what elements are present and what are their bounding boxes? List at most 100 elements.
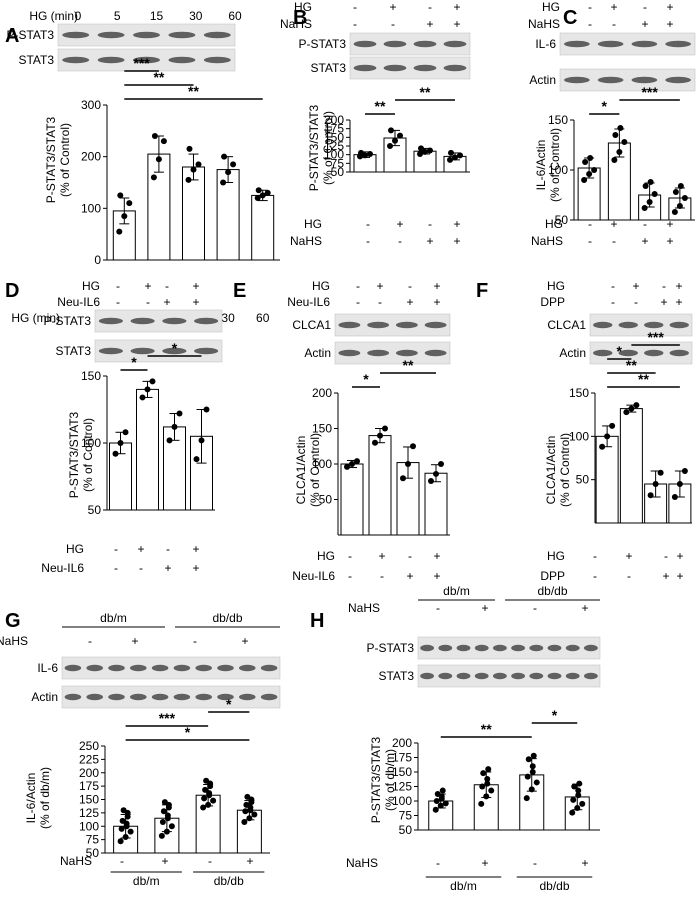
- data-point: [158, 832, 165, 839]
- sig-label: *: [185, 724, 191, 740]
- blot-header-label: NaHS: [0, 634, 28, 648]
- data-point: [599, 443, 606, 450]
- data-point: [198, 437, 205, 444]
- blot-band: [98, 317, 123, 325]
- blot-band: [62, 31, 90, 39]
- data-point: [418, 145, 424, 152]
- x-row-value: -: [166, 542, 170, 556]
- data-point: [439, 787, 446, 794]
- data-point: [427, 147, 433, 154]
- x-row-value: +: [192, 542, 199, 556]
- blot-strip: [334, 341, 451, 365]
- y-axis-label-line: (% of db/m): [383, 749, 397, 811]
- sig-label: **: [626, 357, 637, 373]
- blot-band: [383, 40, 407, 48]
- blot-band: [168, 56, 196, 64]
- blot-band: [203, 31, 231, 39]
- blot-label: Actin: [529, 73, 556, 87]
- data-point: [144, 386, 151, 393]
- blot-band: [492, 644, 507, 652]
- sig-label: **: [638, 371, 649, 387]
- blot-header-value: +: [660, 295, 667, 309]
- blot-band: [511, 644, 526, 652]
- group-label: db/db: [214, 874, 244, 888]
- data-point: [651, 191, 658, 197]
- y-axis-label: CLCA1/Actin(% of Control): [544, 433, 572, 507]
- blot-header-value: +: [144, 279, 151, 293]
- blot-band: [130, 317, 155, 325]
- blot-band: [644, 321, 664, 329]
- x-row-value: +: [666, 217, 673, 231]
- group-label: db/m: [450, 879, 477, 893]
- data-point: [244, 793, 251, 800]
- y-tick-label: 150: [548, 113, 568, 127]
- blot-band: [162, 347, 187, 355]
- data-point: [206, 790, 213, 797]
- data-point: [161, 799, 168, 806]
- blot-band: [130, 347, 155, 355]
- blot-band: [217, 693, 234, 701]
- data-point: [205, 801, 212, 808]
- data-point: [202, 786, 209, 793]
- x-row-value: +: [666, 234, 673, 248]
- y-axis-label-line: IL-6/Actin: [534, 140, 548, 191]
- data-point: [367, 150, 373, 157]
- data-point: [201, 795, 208, 802]
- blot-header-value: -: [165, 279, 169, 293]
- y-tick-label: 175: [392, 751, 412, 765]
- y-axis-label: P-STAT3/STAT3(% of db/m): [369, 736, 397, 823]
- data-point: [528, 786, 535, 793]
- x-row-value: -: [533, 856, 537, 870]
- blot-label: IL-6: [535, 37, 556, 51]
- x-row-label: NaHS: [346, 856, 378, 870]
- blot-band: [631, 76, 658, 84]
- blot-header-value: 0: [75, 9, 82, 23]
- blot-band: [162, 317, 187, 325]
- blot-strip: [417, 664, 601, 688]
- y-tick-label: 100: [548, 163, 568, 177]
- data-point: [251, 811, 258, 818]
- blot-header-value: -: [193, 634, 197, 648]
- blot-band: [130, 693, 147, 701]
- data-point: [483, 793, 490, 800]
- y-axis-label: IL-6/Actin(% of db/m): [24, 767, 52, 829]
- blot-band: [420, 672, 435, 680]
- data-point: [117, 838, 124, 845]
- blot-band: [97, 56, 125, 64]
- data-point: [485, 766, 492, 773]
- y-axis-label: P-STAT3/STAT3(% of Control): [67, 411, 95, 498]
- x-row-label: Neu-IL6: [292, 569, 335, 583]
- blot-strip: [94, 309, 223, 333]
- x-row-value: +: [676, 569, 683, 583]
- y-tick-label: 100: [569, 429, 589, 443]
- x-row-value: -: [588, 217, 592, 231]
- data-point: [185, 176, 192, 183]
- y-axis-label-line: (% of Control): [321, 111, 335, 185]
- group-label: db/db: [539, 879, 569, 893]
- x-row-value: -: [208, 854, 212, 868]
- blot-header-value: +: [453, 17, 460, 31]
- blot-band: [424, 349, 447, 357]
- blot-header-value: +: [433, 279, 440, 293]
- sig-label: *: [552, 707, 558, 723]
- blot-band: [86, 693, 103, 701]
- y-tick-label: 100: [392, 794, 412, 808]
- data-point: [642, 183, 649, 189]
- x-row-value: 30: [221, 311, 235, 325]
- blot-band: [618, 349, 638, 357]
- blot-band: [474, 644, 489, 652]
- y-axis-label-line: (% of Control): [58, 123, 72, 197]
- data-point: [220, 179, 227, 186]
- x-row-value: -: [436, 856, 440, 870]
- blot-band: [338, 349, 361, 357]
- y-tick-label: 50: [399, 823, 413, 837]
- x-row-value: -: [612, 234, 616, 248]
- blot-band: [565, 644, 580, 652]
- data-point: [641, 205, 648, 211]
- blot-band: [338, 321, 361, 329]
- blot-header-label: Neu-IL6: [287, 295, 330, 309]
- bar: [595, 435, 619, 524]
- blot-strip: [589, 313, 693, 337]
- data-point: [349, 461, 355, 467]
